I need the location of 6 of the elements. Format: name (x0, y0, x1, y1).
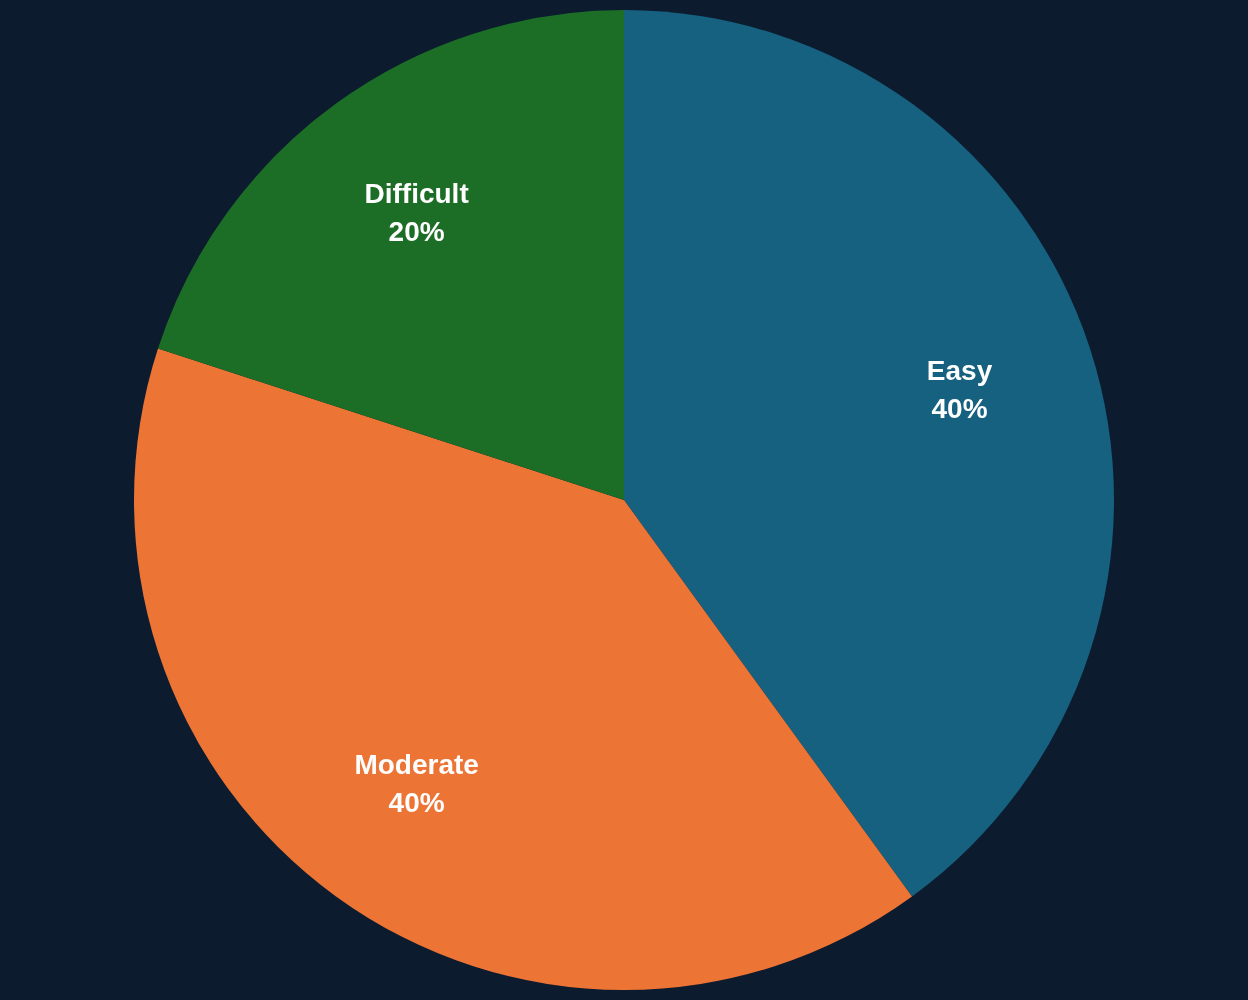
data-label: 40% (388, 787, 445, 819)
slice-label: Easy (926, 354, 993, 386)
slice-label: Moderate (354, 749, 479, 781)
data-label: 20% (388, 216, 445, 248)
data-label: 40% (931, 392, 988, 424)
slice-label: Difficult (364, 178, 469, 210)
